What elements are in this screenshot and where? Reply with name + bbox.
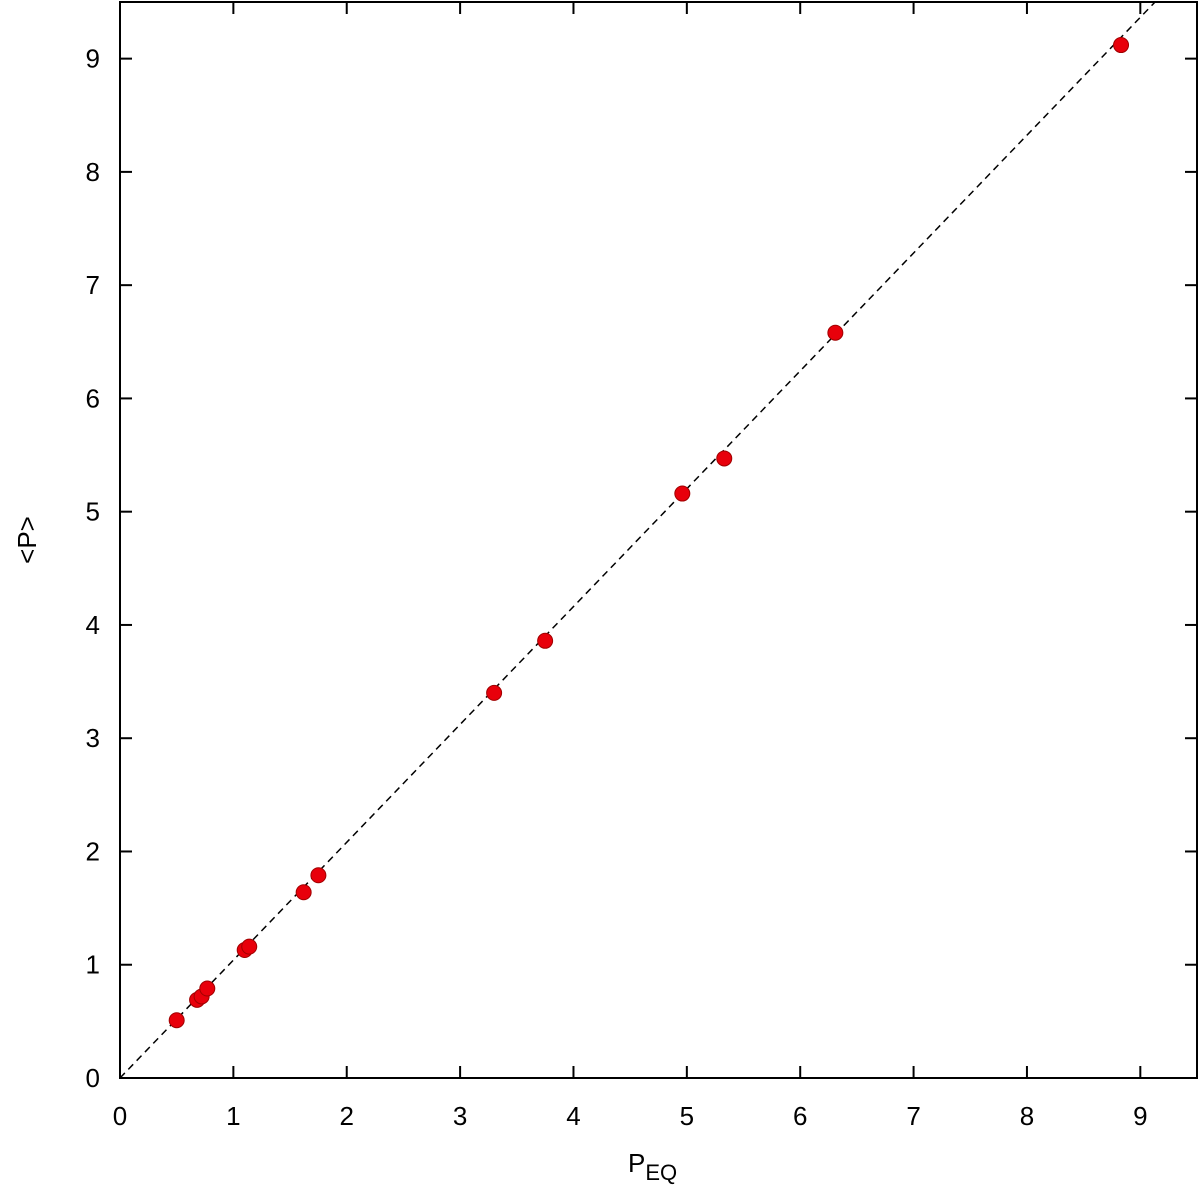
x-tick-label: 9 [1133, 1101, 1147, 1131]
y-tick-label: 4 [86, 610, 100, 640]
x-tick-label: 6 [793, 1101, 807, 1131]
y-tick-label: 7 [86, 270, 100, 300]
y-tick-label: 3 [86, 723, 100, 753]
x-tick-label: 4 [566, 1101, 580, 1131]
data-point [199, 980, 216, 997]
data-point [674, 485, 691, 502]
plot-frame [119, 1, 1198, 1079]
data-point [295, 884, 312, 901]
x-tick-label: 0 [113, 1101, 127, 1131]
x-tick-label: 1 [226, 1101, 240, 1131]
y-tick-label: 2 [86, 836, 100, 866]
data-point [310, 867, 327, 884]
x-axis-label: PEQ [628, 1148, 677, 1185]
x-tick-label: 3 [453, 1101, 467, 1131]
y-tick-label: 0 [86, 1063, 100, 1093]
x-tick-label: 2 [340, 1101, 354, 1131]
y-tick-label: 9 [86, 44, 100, 74]
x-tick-label: 8 [1020, 1101, 1034, 1131]
y-axis-label: <P> [12, 516, 42, 564]
y-tick-label: 5 [86, 497, 100, 527]
y-tick-label: 6 [86, 383, 100, 413]
data-point [537, 632, 554, 649]
data-point [827, 324, 844, 341]
x-axis-label-main: P [628, 1148, 645, 1178]
x-axis-label-subscript: EQ [645, 1160, 677, 1185]
x-tick-label: 7 [906, 1101, 920, 1131]
data-point [716, 450, 733, 467]
y-tick-label: 1 [86, 950, 100, 980]
data-point [1113, 37, 1130, 54]
data-point [168, 1012, 185, 1029]
y-tick-label: 8 [86, 157, 100, 187]
x-tick-label: 5 [680, 1101, 694, 1131]
data-point [241, 938, 258, 955]
data-point [486, 684, 503, 701]
reference-line [119, 1, 1156, 1079]
